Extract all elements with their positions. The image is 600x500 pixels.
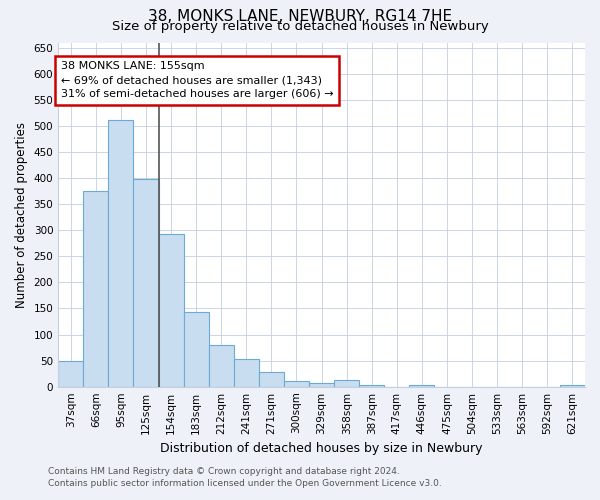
Bar [184,312,209,386]
Bar [334,380,359,386]
Bar [284,381,309,386]
Bar [359,385,385,386]
Bar [209,345,234,387]
Bar [83,191,109,386]
Bar [109,120,133,386]
Bar [133,179,158,386]
Bar [58,360,83,386]
Bar [560,385,585,386]
X-axis label: Distribution of detached houses by size in Newbury: Distribution of detached houses by size … [160,442,483,455]
Text: 38, MONKS LANE, NEWBURY, RG14 7HE: 38, MONKS LANE, NEWBURY, RG14 7HE [148,9,452,24]
Bar [158,234,184,386]
Bar [234,358,259,386]
Bar [259,372,284,386]
Bar [409,384,434,386]
Text: Contains HM Land Registry data © Crown copyright and database right 2024.
Contai: Contains HM Land Registry data © Crown c… [48,466,442,487]
Y-axis label: Number of detached properties: Number of detached properties [15,122,28,308]
Text: Size of property relative to detached houses in Newbury: Size of property relative to detached ho… [112,20,488,33]
Bar [309,382,334,386]
Text: 38 MONKS LANE: 155sqm
← 69% of detached houses are smaller (1,343)
31% of semi-d: 38 MONKS LANE: 155sqm ← 69% of detached … [61,62,334,100]
